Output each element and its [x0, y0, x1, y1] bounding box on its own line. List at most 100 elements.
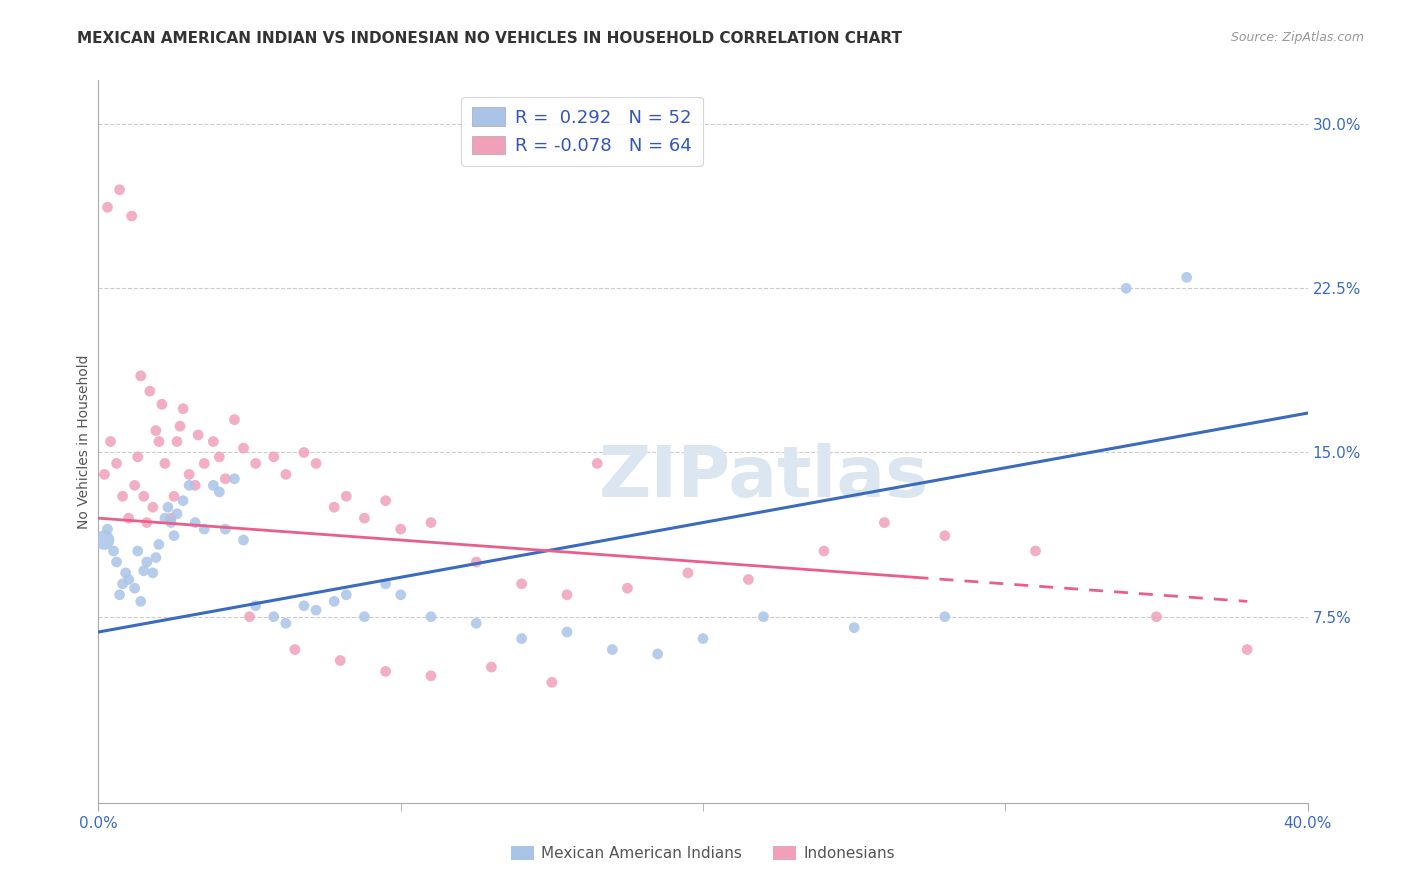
Point	[647, 647, 669, 661]
Point	[160, 516, 183, 530]
Point	[127, 450, 149, 464]
Point	[208, 484, 231, 499]
Point	[374, 665, 396, 679]
Point	[934, 609, 956, 624]
Point	[208, 450, 231, 464]
Legend: Mexican American Indians, Indonesians: Mexican American Indians, Indonesians	[505, 840, 901, 867]
Point	[118, 511, 141, 525]
Point	[142, 500, 165, 515]
Point	[214, 522, 236, 536]
Point	[148, 434, 170, 449]
Point	[813, 544, 835, 558]
Point	[153, 511, 176, 525]
Point	[284, 642, 307, 657]
Point	[214, 472, 236, 486]
Point	[292, 599, 315, 613]
Point	[335, 588, 357, 602]
Point	[540, 675, 562, 690]
Point	[1024, 544, 1046, 558]
Point	[224, 412, 246, 426]
Text: Source: ZipAtlas.com: Source: ZipAtlas.com	[1230, 31, 1364, 45]
Point	[111, 489, 134, 503]
Point	[187, 428, 209, 442]
Point	[105, 457, 128, 471]
Point	[96, 522, 118, 536]
Point	[145, 424, 167, 438]
Point	[602, 642, 624, 657]
Point	[389, 588, 412, 602]
Point	[96, 200, 118, 214]
Text: MEXICAN AMERICAN INDIAN VS INDONESIAN NO VEHICLES IN HOUSEHOLD CORRELATION CHART: MEXICAN AMERICAN INDIAN VS INDONESIAN NO…	[77, 31, 903, 46]
Point	[139, 384, 162, 399]
Point	[160, 511, 183, 525]
Point	[263, 450, 285, 464]
Point	[353, 511, 375, 525]
Point	[145, 550, 167, 565]
Point	[232, 533, 254, 547]
Point	[737, 573, 759, 587]
Point	[335, 489, 357, 503]
Point	[132, 489, 155, 503]
Point	[103, 544, 125, 558]
Point	[329, 653, 352, 667]
Point	[239, 609, 262, 624]
Point	[934, 529, 956, 543]
Point	[1115, 281, 1137, 295]
Point	[108, 183, 131, 197]
Point	[156, 500, 179, 515]
Text: ZIPatlas: ZIPatlas	[599, 443, 928, 512]
Point	[1144, 609, 1167, 624]
Point	[172, 401, 194, 416]
Point	[323, 594, 346, 608]
Point	[323, 500, 346, 515]
Point	[124, 478, 146, 492]
Point	[481, 660, 503, 674]
Point	[166, 507, 188, 521]
Point	[420, 609, 443, 624]
Point	[121, 209, 143, 223]
Point	[873, 516, 896, 530]
Point	[374, 577, 396, 591]
Point	[586, 457, 609, 471]
Point	[129, 594, 152, 608]
Point	[163, 489, 186, 503]
Point	[305, 457, 328, 471]
Point	[142, 566, 165, 580]
Point	[184, 478, 207, 492]
Point	[245, 599, 267, 613]
Point	[374, 493, 396, 508]
Point	[465, 555, 488, 569]
Point	[752, 609, 775, 624]
Point	[93, 467, 115, 482]
Point	[692, 632, 714, 646]
Point	[118, 573, 141, 587]
Point	[127, 544, 149, 558]
Point	[163, 529, 186, 543]
Point	[166, 434, 188, 449]
Point	[274, 467, 297, 482]
Point	[184, 516, 207, 530]
Point	[465, 616, 488, 631]
Point	[93, 533, 115, 547]
Point	[1175, 270, 1198, 285]
Point	[555, 625, 578, 640]
Point	[263, 609, 285, 624]
Point	[108, 588, 131, 602]
Point	[420, 669, 443, 683]
Y-axis label: No Vehicles in Household: No Vehicles in Household	[77, 354, 91, 529]
Point	[169, 419, 191, 434]
Point	[132, 564, 155, 578]
Point	[150, 397, 173, 411]
Point	[844, 621, 866, 635]
Point	[555, 588, 578, 602]
Point	[111, 577, 134, 591]
Point	[153, 457, 176, 471]
Point	[1236, 642, 1258, 657]
Point	[124, 581, 146, 595]
Point	[510, 577, 533, 591]
Point	[292, 445, 315, 459]
Point	[676, 566, 699, 580]
Point	[616, 581, 638, 595]
Point	[100, 434, 122, 449]
Point	[510, 632, 533, 646]
